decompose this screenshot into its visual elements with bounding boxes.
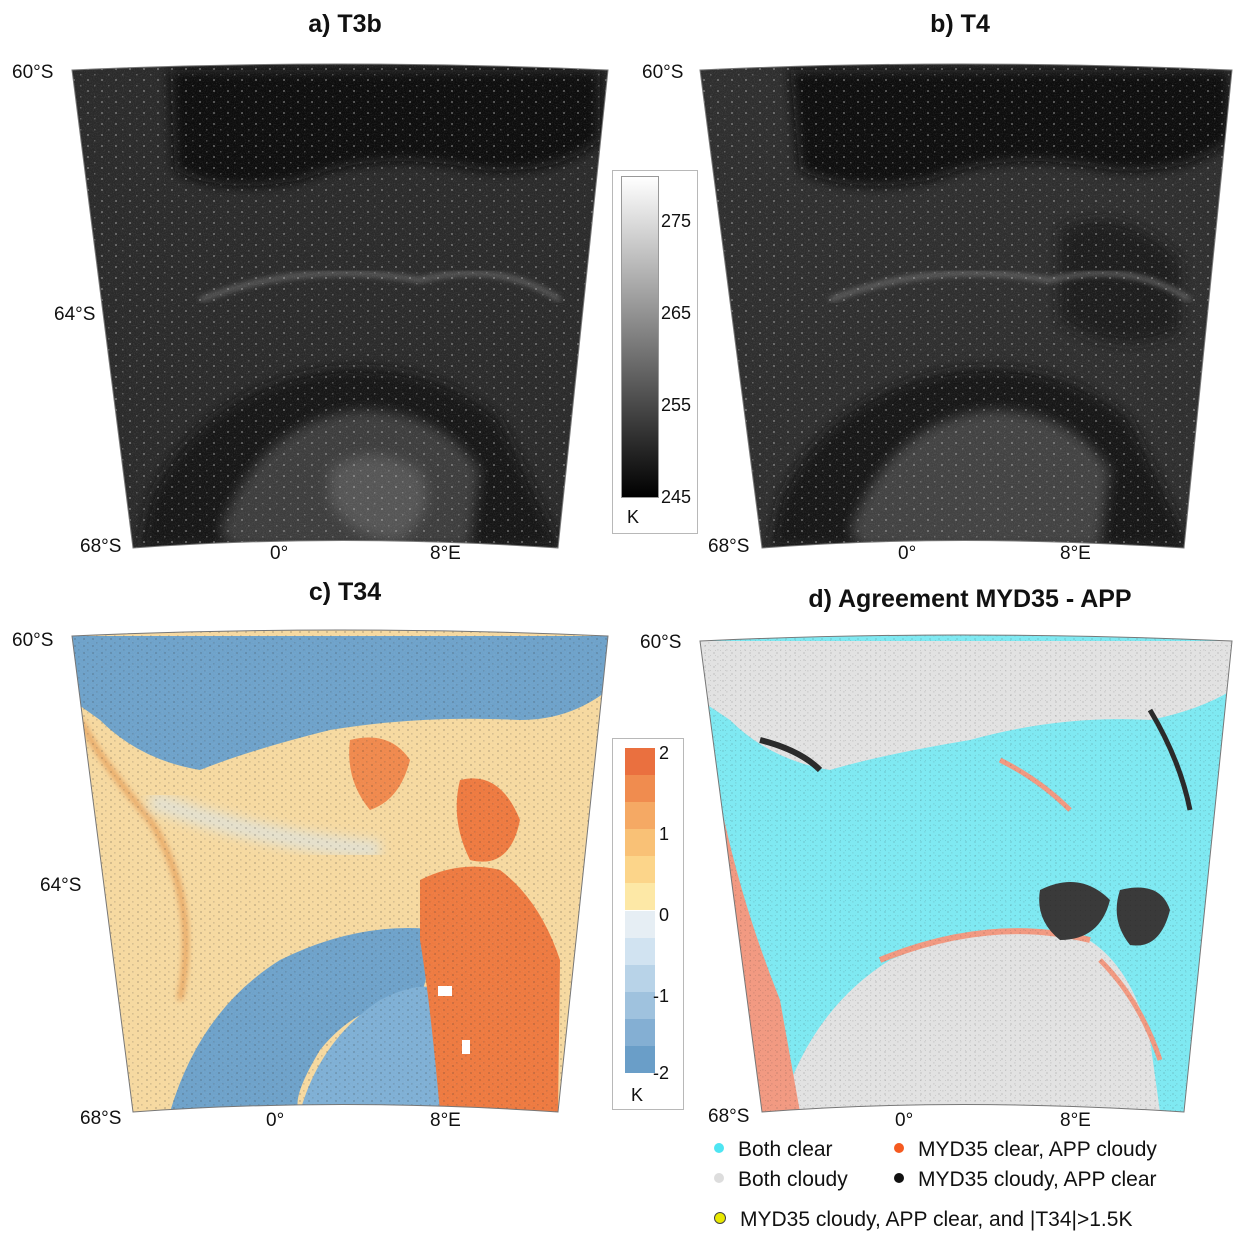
- legend-label: Both cloudy: [738, 1168, 848, 1191]
- legend-item-both-clear: Both clear: [714, 1138, 833, 1162]
- colorbar-temperature-gradient: [621, 176, 659, 498]
- panel-a-lat-bot: 68°S: [80, 536, 122, 557]
- panel-c-lat-mid: 64°S: [40, 875, 82, 896]
- panel-d-frame: [699, 634, 1233, 1113]
- colorbar-temperature-tick: 265: [661, 303, 692, 323]
- panel-a-frame: [71, 63, 609, 549]
- panel-c-lon-0: 0°: [266, 1110, 285, 1131]
- panel-a-lon-0: 0°: [270, 543, 289, 564]
- panel-b-lat-top: 60°S: [642, 62, 684, 83]
- colorbar-t34-tick: 2: [659, 743, 670, 763]
- colorbar-temperature-tick: 255: [661, 395, 692, 415]
- panel-b-lat-bot: 68°S: [708, 536, 750, 557]
- colorbar-t34-tick: 0: [659, 905, 670, 925]
- panel-a-lat-top: 60°S: [12, 62, 54, 83]
- legend-label: MYD35 clear, APP cloudy: [918, 1138, 1157, 1161]
- panel-b-frame: [699, 63, 1233, 549]
- panel-d-title: d) Agreement MYD35 - APP: [808, 585, 1132, 613]
- panel-d-lon-0: 0°: [895, 1110, 914, 1131]
- colorbar-t34-step: [625, 883, 655, 911]
- legend-swatch: [894, 1173, 904, 1184]
- panel-c-lat-bot: 68°S: [80, 1108, 122, 1129]
- colorbar-temperature-unit: K: [627, 507, 640, 527]
- legend-swatch: [894, 1143, 904, 1154]
- legend-item-myd35-clear-app-cloudy: MYD35 clear, APP cloudy: [894, 1138, 1157, 1162]
- colorbar-t34-step: [625, 748, 655, 776]
- panel-b-lon-0: 0°: [898, 543, 917, 564]
- colorbar-t34-gradient: [625, 748, 655, 1073]
- colorbar-t34-tick: 1: [659, 824, 670, 844]
- colorbar-t34-tick: -2: [653, 1063, 670, 1083]
- panel-d-lat-top: 60°S: [640, 632, 682, 653]
- colorbar-t34-step: [625, 910, 655, 938]
- legend-label: MYD35 cloudy, APP clear: [918, 1168, 1157, 1191]
- panel-a-map: [72, 64, 608, 548]
- panel-a-lon-8: 8°E: [430, 543, 461, 564]
- legend-swatch: [714, 1143, 724, 1154]
- legend-label: MYD35 cloudy, APP clear, and |T34|>1.5K: [740, 1208, 1133, 1231]
- panel-a-lat-mid: 64°S: [54, 304, 96, 325]
- colorbar-temperature: 275 265 255 245 K: [612, 170, 698, 534]
- colorbar-t34-unit: K: [631, 1085, 644, 1105]
- panel-d-lat-bot: 68°S: [708, 1106, 750, 1127]
- colorbar-t34-step: [625, 802, 655, 830]
- panel-c-frame: [71, 629, 609, 1113]
- colorbar-temperature-tick: 275: [661, 211, 692, 231]
- panel-a-title: a) T3b: [308, 10, 382, 38]
- colorbar-t34-step: [625, 937, 655, 965]
- panel-d-map: [700, 635, 1232, 1112]
- colorbar-t34: 2 1 0 -1 -2 K: [612, 738, 684, 1110]
- panel-c-lon-8: 8°E: [430, 1110, 461, 1131]
- panel-c-title: c) T34: [308, 578, 382, 606]
- colorbar-temperature-tick: 245: [661, 487, 692, 507]
- colorbar-t34-step: [625, 829, 655, 857]
- colorbar-t34-step: [625, 775, 655, 803]
- legend-label: Both clear: [738, 1138, 833, 1161]
- legend-item-both-cloudy: Both cloudy: [714, 1168, 848, 1192]
- legend-item-myd35-cloudy-app-clear-t34: MYD35 cloudy, APP clear, and |T34|>1.5K: [714, 1208, 1132, 1232]
- panel-b-title: b) T4: [930, 10, 990, 38]
- panel-c-map: [72, 630, 608, 1112]
- panel-b-lon-8: 8°E: [1060, 543, 1091, 564]
- panel-b-map: [700, 64, 1232, 548]
- colorbar-t34-step: [625, 1045, 655, 1073]
- panel-c-lat-top: 60°S: [12, 630, 54, 651]
- colorbar-t34-step: [625, 964, 655, 992]
- colorbar-t34-tick: -1: [653, 986, 670, 1006]
- legend-swatch: [714, 1212, 726, 1225]
- colorbar-t34-step: [625, 856, 655, 884]
- colorbar-t34-step: [625, 1018, 655, 1046]
- legend-item-myd35-cloudy-app-clear: MYD35 cloudy, APP clear: [894, 1168, 1157, 1192]
- panel-d-lon-8: 8°E: [1060, 1110, 1091, 1131]
- legend-swatch: [714, 1173, 724, 1184]
- colorbar-t34-step: [625, 991, 655, 1019]
